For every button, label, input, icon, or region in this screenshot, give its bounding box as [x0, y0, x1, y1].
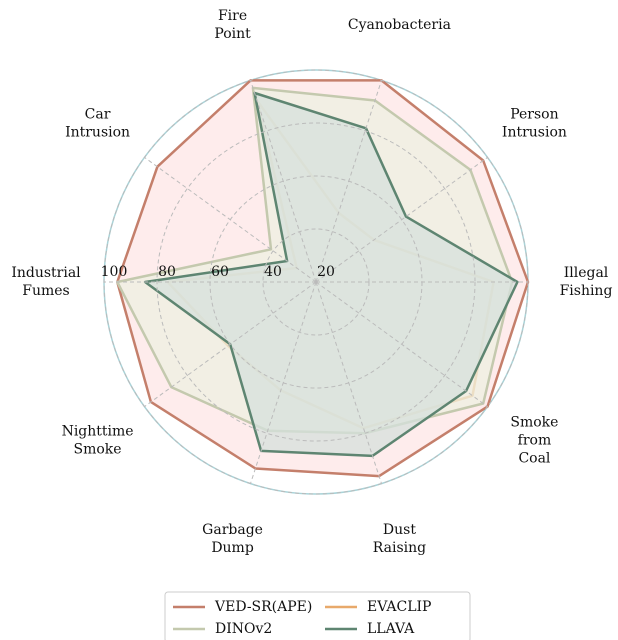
legend-label: VED-SR(APE)	[214, 599, 312, 615]
spoke	[144, 156, 317, 283]
spoke	[144, 281, 317, 408]
category-label: Nighttime Smoke	[62, 424, 134, 458]
category-label: Industrial Fumes	[11, 265, 81, 299]
r-tick-label: 100	[101, 264, 128, 280]
r-tick-label: 80	[158, 264, 176, 280]
category-label: Smoke from Coal	[510, 415, 558, 467]
legend-box	[164, 591, 471, 640]
spoke	[315, 80, 382, 283]
spoke	[315, 281, 382, 484]
category-label: Person Intrusion	[502, 106, 567, 140]
legend-label: DINOv2	[215, 621, 272, 637]
category-label: Fire Point	[214, 8, 251, 42]
spoke	[315, 281, 488, 408]
spoke	[250, 281, 317, 484]
r-tick-label: 60	[211, 264, 229, 280]
grid-circle	[156, 122, 476, 442]
legend-label: EVACLIP	[367, 599, 431, 615]
category-label: Garbage Dump	[202, 522, 263, 556]
spoke	[315, 156, 488, 283]
category-label: Cyanobacteria	[348, 17, 451, 33]
category-label: Dust Raising	[373, 522, 426, 556]
legend-label: LLAVA	[367, 621, 415, 637]
category-label: Car Intrusion	[65, 106, 130, 140]
spoke	[250, 80, 317, 283]
r-tick-label: 40	[264, 264, 282, 280]
category-label: Illegal Fishing	[560, 265, 613, 299]
r-tick-label: 20	[317, 264, 335, 280]
